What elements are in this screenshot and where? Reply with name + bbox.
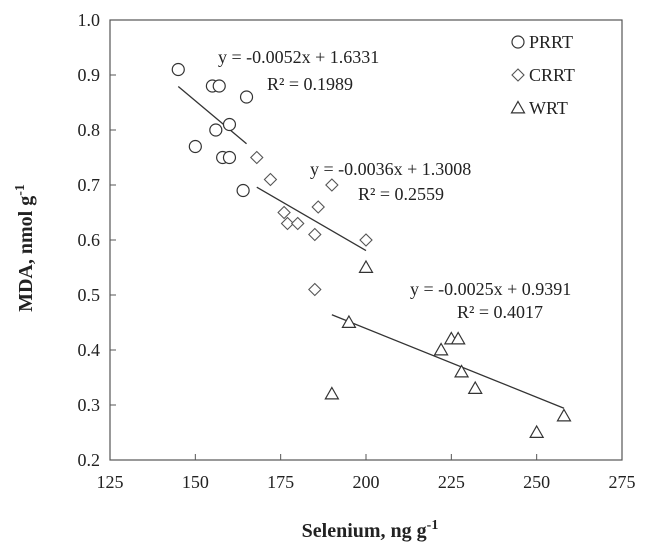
data-point-crrt bbox=[263, 172, 278, 187]
data-point-crrt bbox=[277, 205, 291, 220]
trendline-wrt bbox=[331, 314, 565, 409]
data-point-prrt bbox=[171, 62, 185, 77]
data-point-crrt bbox=[359, 233, 373, 247]
y-tick-label: 0.2 bbox=[78, 450, 101, 470]
data-point-crrt bbox=[249, 150, 264, 165]
data-point-wrt bbox=[467, 380, 483, 394]
r-squared-prrt: R² = 0.1989 bbox=[267, 74, 353, 94]
data-points bbox=[171, 62, 572, 438]
data-point-prrt bbox=[212, 79, 226, 93]
x-tick-label: 200 bbox=[353, 472, 380, 492]
y-tick-label: 0.6 bbox=[78, 230, 101, 250]
data-point-prrt bbox=[209, 123, 223, 137]
data-point-crrt bbox=[280, 216, 295, 231]
x-tick-label: 150 bbox=[182, 472, 209, 492]
data-point-prrt bbox=[222, 117, 237, 132]
x-tick-label: 225 bbox=[438, 472, 465, 492]
y-tick-label: 0.9 bbox=[78, 65, 101, 85]
data-point-prrt bbox=[236, 183, 250, 198]
legend: PRRT CRRT WRT bbox=[510, 32, 575, 118]
trendline-prrt bbox=[177, 85, 247, 145]
legend-marker-wrt bbox=[510, 100, 526, 114]
y-axis-ticks: 0.2 0.3 0.4 0.5 0.6 0.7 0.8 0.9 1.0 bbox=[78, 10, 116, 470]
y-axis-title: MDA, nmol g-1 bbox=[13, 184, 37, 312]
x-axis-ticks: 125 150 175 200 225 250 275 bbox=[97, 454, 636, 492]
x-axis-title: Selenium, ng g-1 bbox=[302, 518, 439, 542]
equation-crrt: y = -0.0036x + 1.3008 bbox=[310, 159, 471, 179]
trendline-equations: y = -0.0052x + 1.6331 R² = 0.1989 y = -0.0… bbox=[218, 47, 571, 322]
r-squared-wrt: R² = 0.4017 bbox=[457, 302, 543, 322]
y-tick-label: 0.5 bbox=[78, 285, 101, 305]
data-point-wrt bbox=[358, 259, 374, 273]
legend-label-crrt: CRRT bbox=[529, 65, 575, 85]
data-point-prrt bbox=[188, 139, 202, 154]
data-point-wrt bbox=[341, 314, 357, 328]
x-tick-label: 275 bbox=[609, 472, 636, 492]
data-point-wrt bbox=[454, 364, 470, 378]
data-point-crrt bbox=[325, 178, 339, 192]
legend-marker-prrt bbox=[511, 35, 525, 49]
y-tick-label: 0.7 bbox=[78, 175, 101, 195]
data-point-crrt bbox=[308, 282, 322, 297]
x-tick-label: 250 bbox=[523, 472, 550, 492]
trendlines bbox=[177, 85, 565, 409]
y-tick-label: 0.4 bbox=[78, 340, 101, 360]
legend-label-wrt: WRT bbox=[529, 98, 568, 118]
y-tick-label: 1.0 bbox=[78, 10, 101, 30]
x-tick-label: 125 bbox=[97, 472, 124, 492]
legend-label-prrt: PRRT bbox=[529, 32, 573, 52]
x-tick-label: 175 bbox=[267, 472, 294, 492]
data-point-wrt bbox=[529, 424, 545, 438]
data-point-prrt bbox=[222, 150, 237, 165]
equation-prrt: y = -0.0052x + 1.6331 bbox=[218, 47, 379, 67]
r-squared-crrt: R² = 0.2559 bbox=[358, 184, 444, 204]
data-point-wrt bbox=[450, 331, 466, 345]
data-point-crrt bbox=[290, 216, 305, 231]
trendline-crrt bbox=[256, 186, 367, 252]
y-tick-label: 0.8 bbox=[78, 120, 101, 140]
data-point-wrt bbox=[324, 386, 340, 400]
legend-marker-crrt bbox=[511, 68, 525, 82]
data-point-prrt bbox=[239, 90, 254, 104]
data-point-crrt bbox=[308, 227, 322, 242]
y-tick-label: 0.3 bbox=[78, 395, 101, 415]
equation-wrt: y = -0.0025x + 0.9391 bbox=[410, 279, 571, 299]
data-point-wrt bbox=[556, 408, 572, 422]
data-point-wrt bbox=[433, 342, 449, 356]
data-point-crrt bbox=[311, 200, 325, 214]
